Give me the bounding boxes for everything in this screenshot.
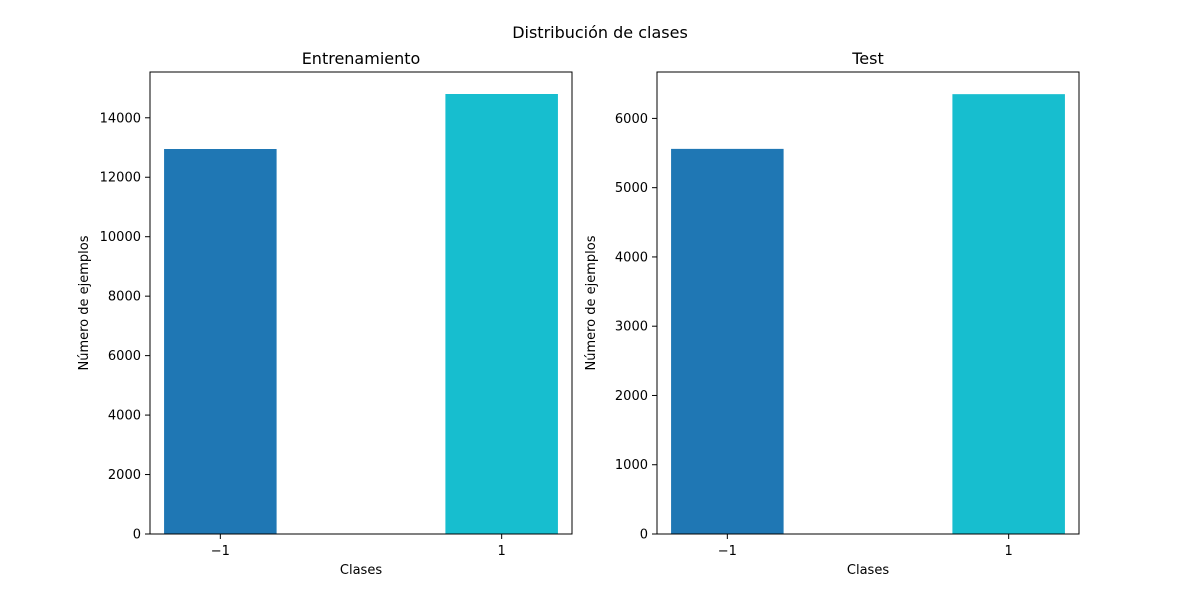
bar-pos1	[952, 94, 1065, 534]
plot-frame	[656, 71, 1080, 535]
y-tick-label: 5000	[615, 181, 648, 196]
y-tick-label: 2000	[615, 389, 648, 404]
y-tick-label: 12000	[100, 171, 141, 186]
y-tick-label: 4000	[108, 409, 141, 424]
y-tick-label: 0	[640, 528, 648, 543]
y-tick-label: 10000	[100, 230, 141, 245]
panel-title: Entrenamiento	[302, 49, 421, 68]
x-tick-label: −1	[211, 544, 230, 559]
bar-neg1	[671, 148, 784, 534]
x-axis-label: Clases	[340, 563, 382, 578]
y-tick-label: 4000	[615, 250, 648, 265]
y-tick-label: 8000	[108, 290, 141, 305]
y-axis-label: Número de ejemplos	[584, 235, 599, 370]
x-tick-label: 1	[1005, 544, 1013, 559]
y-tick-label: 14000	[100, 111, 141, 126]
panel-title: Test	[851, 49, 884, 68]
x-tick-label: 1	[498, 544, 506, 559]
plot-frame	[149, 71, 573, 535]
y-tick-label: 2000	[108, 468, 141, 483]
figure-suptitle: Distribución de clases	[512, 23, 688, 42]
y-tick-label: 0	[133, 528, 141, 543]
chart-panel-1: 0 2000 4000 6000 8000 10000 12000 14000 −1 1 Entre…	[77, 49, 573, 578]
y-tick-label: 1000	[615, 458, 648, 473]
bar-neg1	[164, 149, 277, 534]
y-tick-label: 3000	[615, 320, 648, 335]
bar-pos1	[445, 94, 558, 534]
y-tick-label: 6000	[108, 349, 141, 364]
chart-panel-2: 0 1000 2000 3000 4000 5000 6000 −1 1 Test Clases Nú…	[584, 49, 1080, 578]
y-tick-label: 6000	[615, 112, 648, 127]
y-axis-label: Número de ejemplos	[77, 235, 92, 370]
x-tick-label: −1	[718, 544, 737, 559]
x-axis-label: Clases	[847, 563, 889, 578]
